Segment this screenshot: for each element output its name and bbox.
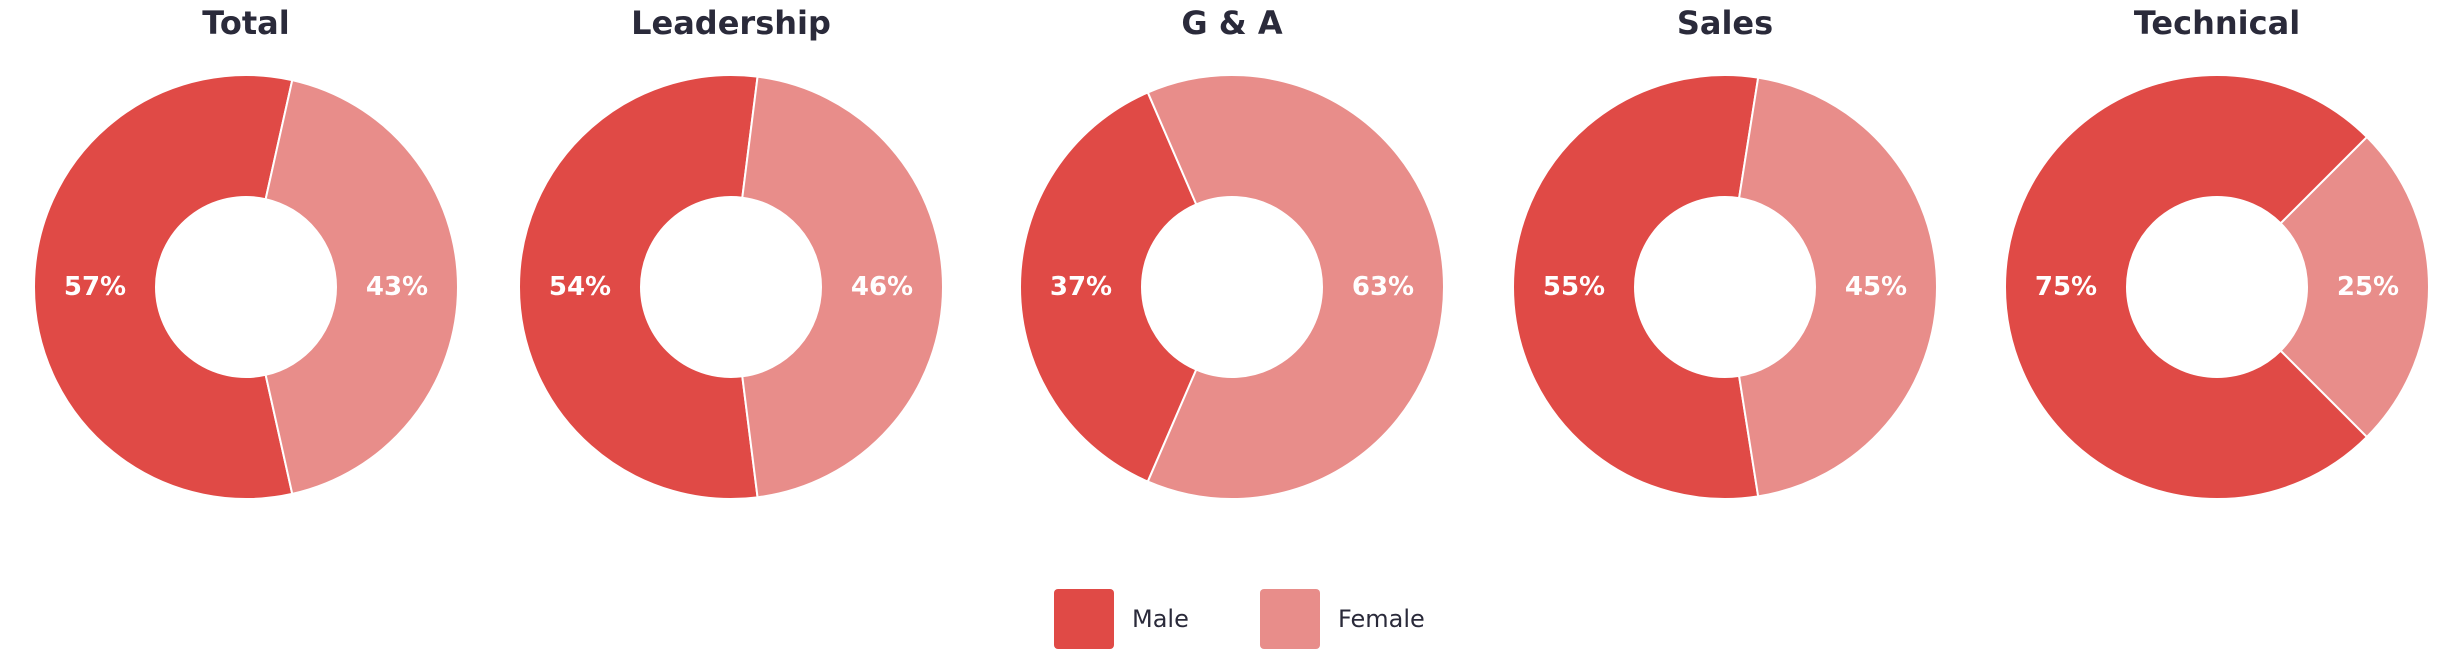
pie-slice-female [1738,76,1938,498]
data-label-female: 63% [1352,272,1414,302]
donut-chart-sales: Sales 55% 45% [1512,4,1938,500]
data-label-female: 45% [1845,272,1907,302]
data-label-female: 43% [366,272,428,302]
pie-slice-female [264,79,459,495]
charts-layer: Total 57% 43% Leadership 54% 46% G & A 37% 63% Sa… [33,4,2431,500]
pie-slice-male [1019,91,1198,483]
chart-title: G & A [1181,4,1282,42]
pie-slice-male [517,74,759,500]
data-label-male: 37% [1050,272,1112,302]
chart-title: Total [202,4,289,42]
donut-chart-total: Total 57% 43% [33,4,459,500]
chart-title: Sales [1677,4,1773,42]
donut-chart-g-a: G & A 37% 63% [1019,4,1445,500]
pie-slice-male [1512,74,1760,500]
data-label-male: 75% [2035,272,2097,302]
data-label-female: 25% [2337,272,2399,302]
donut-chart-technical: Technical 75% 25% [2004,4,2431,500]
data-label-male: 54% [549,272,611,302]
pie-slice-male [2004,74,2368,500]
chart-title: Technical [2134,4,2300,42]
legend-item-male: Male [1054,589,1189,649]
legend: Male Female [1054,589,1425,649]
data-label-male: 57% [64,272,126,302]
pie-slice-female [741,75,944,499]
donut-chart-leadership: Leadership 54% 46% [517,4,944,500]
pie-slice-male [33,74,294,500]
legend-swatch-male [1054,589,1114,649]
legend-label-male: Male [1132,605,1189,633]
legend-label-female: Female [1338,605,1425,633]
pie-slice-female [1146,74,1445,500]
data-label-female: 46% [851,272,913,302]
chart-title: Leadership [631,4,831,42]
data-label-male: 55% [1543,272,1605,302]
pie-slice-female [2279,136,2431,438]
legend-item-female: Female [1260,589,1425,649]
legend-swatch-female [1260,589,1320,649]
